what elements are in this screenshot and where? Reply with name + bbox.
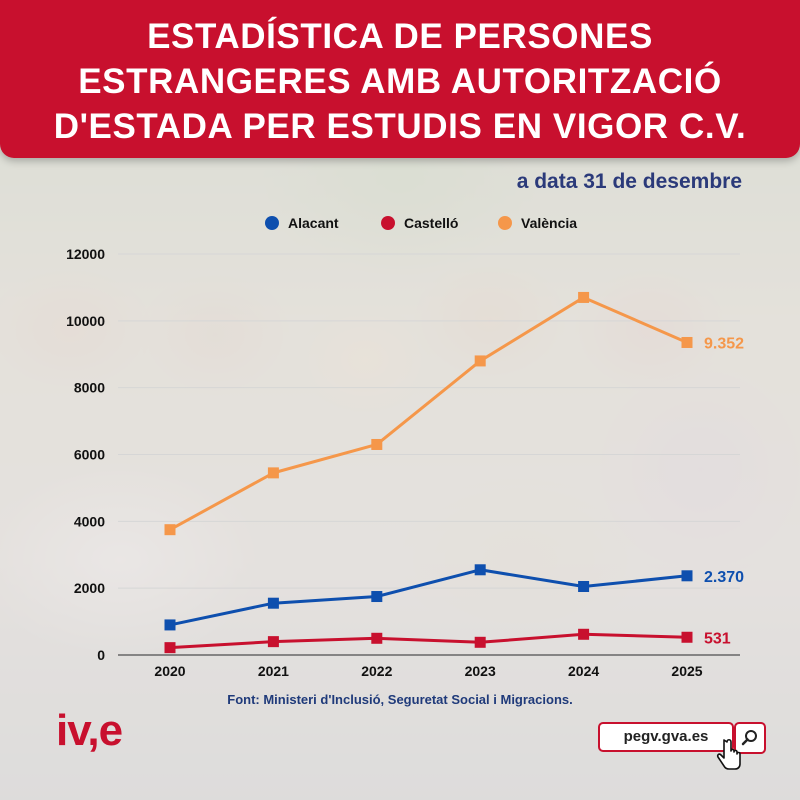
data-point [371,591,383,603]
ive-logo: iv,e [56,706,123,755]
data-point [681,631,693,643]
data-point [681,570,693,582]
series-line [169,568,688,627]
title-banner: ESTADÍSTICA DE PERSONES ESTRANGERES AMB … [0,0,800,158]
end-value-label: 2.370 [704,569,744,586]
url-link[interactable]: pegv.gva.es [598,722,734,752]
x-tick-label: 2023 [465,663,496,679]
x-tick-label: 2024 [568,663,599,679]
y-tick-label: 4000 [74,513,105,529]
source-note: Font: Ministeri d'Inclusió, Seguretat So… [227,692,573,707]
legend-label: Castelló [404,215,458,231]
y-tick-label: 8000 [74,380,105,396]
data-point [267,636,279,648]
data-point [267,597,279,609]
end-value-label: 531 [704,630,731,647]
end-value-label: 9.352 [704,335,744,352]
search-icon [741,730,757,746]
data-point [371,438,383,450]
chart-subtitle: a data 31 de desembre [516,170,742,193]
y-tick-label: 10000 [66,313,105,329]
data-point [474,355,486,367]
data-point [164,524,176,536]
legend-marker [265,216,279,230]
data-point [164,642,176,654]
y-tick-label: 6000 [74,447,105,463]
y-tick-label: 2000 [74,580,105,596]
series-line [169,295,688,532]
series-line [169,632,688,650]
x-tick-label: 2025 [671,663,702,679]
data-point [164,619,176,631]
data-point [474,564,486,576]
legend-marker [498,216,512,230]
chart-title: ESTADÍSTICA DE PERSONES ESTRANGERES AMB … [53,17,747,146]
legend-label: València [521,215,577,231]
x-tick-label: 2020 [154,663,185,679]
data-point [474,636,486,648]
data-point [681,336,693,348]
data-point [578,291,590,303]
data-point [371,632,383,644]
data-point [578,580,590,592]
y-tick-label: 12000 [66,246,105,262]
legend-marker [381,216,395,230]
y-tick-label: 0 [97,647,105,663]
data-point [578,628,590,640]
hand-pointer-icon [716,738,741,770]
search-button[interactable] [734,722,766,754]
legend-label: Alacant [288,215,339,231]
data-point [267,467,279,479]
x-tick-label: 2021 [258,663,289,679]
x-tick-label: 2022 [361,663,392,679]
